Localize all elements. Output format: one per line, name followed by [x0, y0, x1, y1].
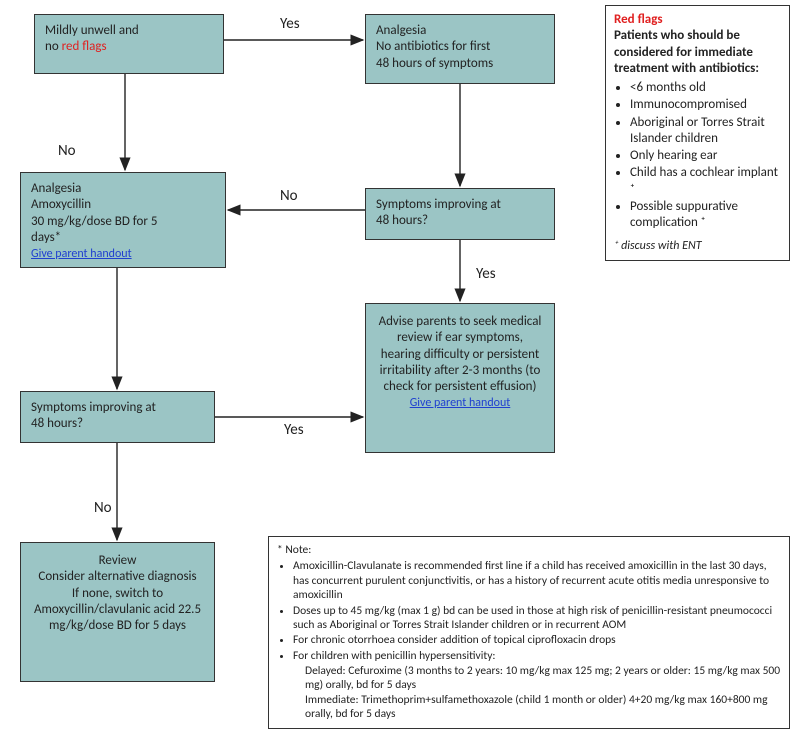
- node-text: days*: [31, 230, 61, 245]
- node-review: Review Consider alternative diagnosis If…: [20, 542, 215, 682]
- edge-label-no: No: [58, 142, 76, 160]
- node-text: Analgesia: [376, 23, 426, 38]
- edge-label-no: No: [94, 499, 112, 517]
- list-item: Amoxicillin-Clavulanate is recommended f…: [293, 559, 781, 602]
- node-text: Symptoms improving at: [31, 400, 156, 415]
- node-amoxycillin: Analgesia Amoxycillin 30 mg/kg/dose BD f…: [20, 172, 226, 268]
- notes-panel: * Note: Amoxicillin-Clavulanate is recom…: [268, 536, 790, 729]
- note-sub: Immediate: Trimethoprim+sulfamethoxazole…: [277, 693, 781, 722]
- node-text: Analgesia: [31, 181, 81, 196]
- edge-label-yes: Yes: [280, 15, 300, 33]
- ent-note: ⁺ discuss with ENT: [614, 239, 781, 254]
- list-item: For chronic otorrhoea consider addition …: [293, 633, 781, 647]
- parent-handout-link[interactable]: Give parent handout: [31, 247, 132, 261]
- edge-label-no: No: [280, 187, 298, 205]
- red-flags-title: Red flags: [614, 12, 781, 28]
- list-item: Child has a cochlear implant ⁺: [630, 165, 781, 198]
- node-text: 48 hours?: [31, 416, 83, 431]
- node-text: Consider alternative diagnosis: [38, 569, 196, 584]
- node-text: Amoxycillin: [31, 197, 91, 212]
- list-item: <6 months old: [630, 80, 781, 96]
- parent-handout-link-2[interactable]: Give parent handout: [410, 396, 511, 410]
- edge-label-yes: Yes: [476, 265, 496, 283]
- node-analgesia-no-abx: Analgesia No antibiotics for first 48 ho…: [365, 14, 555, 84]
- red-flags-word: red flags: [62, 39, 107, 54]
- node-mildly-unwell: Mildly unwell and no red flags: [34, 14, 224, 74]
- list-item: Doses up to 45 mg/kg (max 1 g) bd can be…: [293, 604, 781, 633]
- edge-label-yes: Yes: [284, 421, 304, 439]
- node-improving-48h-left: Symptoms improving at 48 hours?: [20, 391, 215, 443]
- list-item: Immunocompromised: [630, 97, 781, 113]
- notes-list: Amoxicillin-Clavulanate is recommended f…: [277, 559, 781, 663]
- node-text: 30 mg/kg/dose BD for 5: [31, 214, 157, 229]
- list-item: Only hearing ear: [630, 148, 781, 164]
- node-advise-parents: Advise parents to seek medical review if…: [365, 303, 555, 453]
- node-text: 48 hours?: [376, 213, 428, 228]
- red-flags-list: <6 months old Immunocompromised Aborigin…: [614, 80, 781, 231]
- node-text: Symptoms improving at: [376, 197, 501, 212]
- node-improving-48h-right: Symptoms improving at 48 hours?: [365, 188, 555, 240]
- note-sub: Delayed: Cefuroxime (3 months to 2 years…: [277, 664, 781, 693]
- list-item: For children with penicillin hypersensit…: [293, 649, 781, 663]
- list-item: Aboriginal or Torres Strait Islander chi…: [630, 115, 781, 148]
- list-item: Possible suppurative complication ⁺: [630, 199, 781, 232]
- red-flags-intro: Patients who should be considered for im…: [614, 28, 781, 77]
- notes-title: * Note:: [277, 543, 781, 557]
- node-text: 48 hours of symptoms: [376, 56, 493, 71]
- node-text: Advise parents to seek medical review if…: [379, 314, 542, 394]
- node-text: Review: [99, 553, 137, 568]
- node-text: Mildly unwell and: [45, 23, 139, 38]
- node-text: If none, switch to Amoxycillin/clavulani…: [34, 586, 201, 634]
- node-text: No antibiotics for first: [376, 39, 490, 54]
- node-text: no: [45, 39, 62, 54]
- red-flags-panel: Red flags Patients who should be conside…: [605, 5, 790, 261]
